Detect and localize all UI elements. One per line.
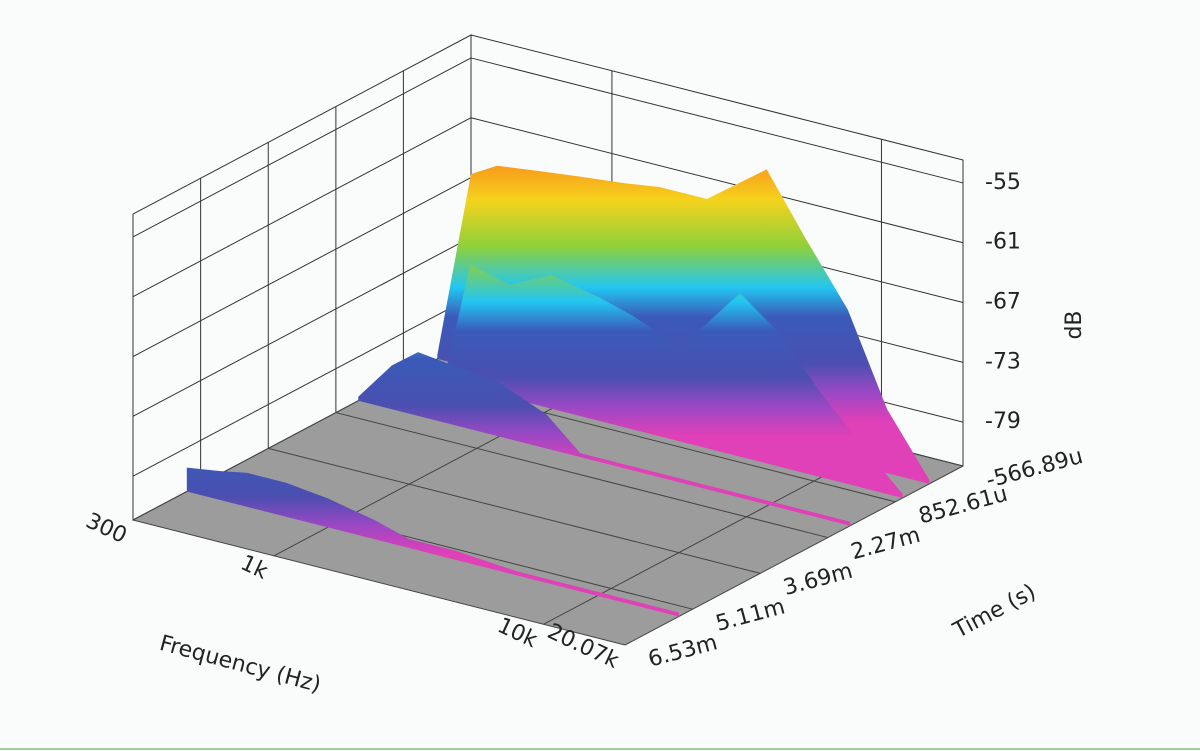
y-tick-label: 2.27m <box>849 523 923 565</box>
surface-slice <box>186 467 679 617</box>
y-tick-label: 6.53m <box>646 630 720 672</box>
y-axis-title: Time (s) <box>949 580 1041 645</box>
y-tick-label: 3.69m <box>781 559 855 601</box>
z-tick-label: -61 <box>985 230 1021 255</box>
wall-grid-line <box>470 117 964 244</box>
wall-grid-line <box>132 57 472 238</box>
wall-grid-line <box>132 296 472 477</box>
wall-grid-line <box>470 57 964 184</box>
z-tick-label: -55 <box>985 170 1021 195</box>
surface-slice <box>410 264 903 498</box>
surface-slice <box>358 352 851 526</box>
y-tick-label: 852.61u <box>916 482 1010 530</box>
z-axis-title: dB <box>1062 310 1087 339</box>
floor-grid-line <box>335 412 829 539</box>
z-tick-label: -73 <box>985 349 1021 374</box>
floor-grid-line <box>624 465 964 646</box>
wall-grid-line <box>132 236 472 417</box>
wall-grid-line <box>132 177 472 357</box>
x-tick-label: 300 <box>82 508 131 548</box>
wall-grid-line <box>132 117 472 298</box>
y-tick-label: 5.11m <box>713 594 787 636</box>
floor-grid-line <box>268 447 761 574</box>
floor-grid-line <box>132 519 626 646</box>
x-tick-label: 1k <box>237 551 272 585</box>
x-axis-title: Frequency (Hz) <box>157 631 324 698</box>
z-tick-label: -67 <box>985 290 1021 315</box>
z-tick-label: -79 <box>985 409 1021 434</box>
